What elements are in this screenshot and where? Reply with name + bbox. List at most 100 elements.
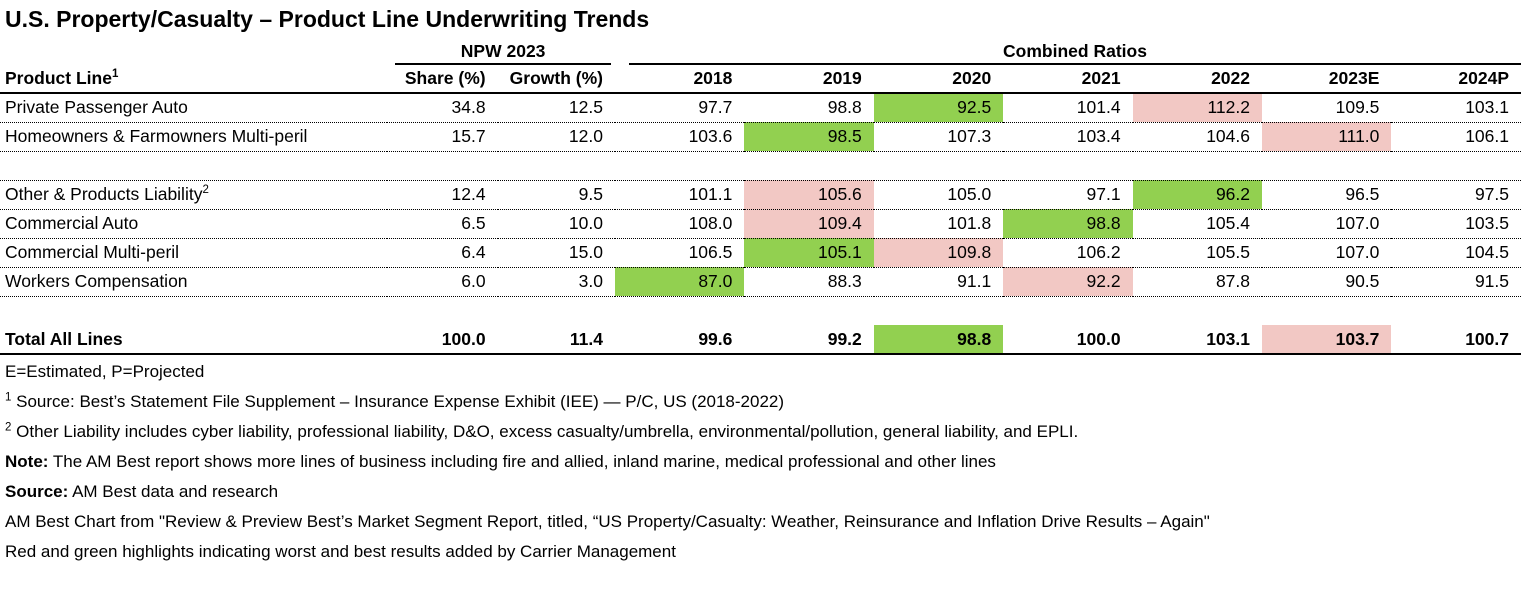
product-line-label: Commercial Multi-peril [5,242,180,262]
column-header-label: Growth (%) [509,68,603,88]
value-cell: 12.0 [497,122,615,152]
value-cell: 97.1 [1003,180,1133,210]
column-header-label: 2022 [1211,68,1250,88]
value-cell: 9.5 [497,180,615,210]
column-header: 2024P [1391,65,1521,94]
value-cell: 107.0 [1262,209,1392,239]
value-cell-worst-highlight: 109.4 [744,209,874,239]
value-cell: 106.5 [614,238,745,268]
product-line-cell: Private Passenger Auto [0,93,388,123]
value-cell: 105.5 [1132,238,1262,268]
table-row: Homeowners & Farmowners Multi-peril 15.7 1… [0,122,1521,152]
column-header-label: 2019 [822,68,862,88]
product-line-cell: Total All Lines [0,325,388,355]
value-cell: 103.6 [614,122,745,152]
value-cell: 103.1 [1132,325,1262,355]
table-body: Private Passenger Auto 34.8 12.5 97.7 98.8 92… [0,93,1521,355]
value-cell-worst-highlight: 112.2 [1132,93,1262,123]
value-cell: 34.8 [387,93,498,123]
value-cell: 101.8 [873,209,1004,239]
group-header-spacer [0,39,387,65]
value-cell: 15.7 [387,122,498,152]
footnote-marker: 2 [5,421,12,434]
table-row: Workers Compensation 6.0 3.0 87.0 88.3 91.1 92… [0,267,1521,297]
value-cell-best-highlight: 98.8 [1003,209,1133,239]
value-cell-best-highlight: 96.2 [1132,180,1262,210]
value-cell: 3.0 [497,267,615,297]
table-row: Private Passenger Auto 34.8 12.5 97.7 98.8 92… [0,93,1521,123]
value-cell: 104.5 [1391,238,1521,268]
product-line-cell: Commercial Multi-peril [0,238,388,268]
footnote-line: Note: The AM Best report shows more line… [5,452,996,471]
value-cell: 6.4 [387,238,498,268]
footnote-line: 1 Source: Best’s Statement File Suppleme… [5,391,785,411]
product-line-cell: Commercial Auto [0,209,388,239]
footnote-line: E=Estimated, P=Projected [5,362,205,381]
footnote-line: 2 Other Liability includes cyber liabili… [5,421,1079,441]
value-cell-best-highlight: 98.8 [873,325,1004,355]
value-cell: 108.0 [614,209,745,239]
column-header: 2020 [873,65,1004,94]
value-cell-best-highlight: 98.5 [744,122,874,152]
page: U.S. Property/Casualty – Product Line Un… [0,6,1521,561]
footnote-line: Source: AM Best data and research [5,482,279,501]
combined-ratios-group-header: Combined Ratios [615,39,1521,65]
footnote-bold-prefix: Note: [5,452,49,471]
spacer-row [0,151,1521,181]
value-cell: 107.0 [1262,238,1392,268]
combined-ratios-group-label: Combined Ratios [628,41,1521,65]
product-line-column-header: Product Line1 [0,65,388,94]
product-line-label: Total All Lines [5,328,123,349]
spacer-cell [0,151,1521,181]
group-header-row: NPW 2023 Combined Ratios [0,39,1521,65]
value-cell: 103.1 [1391,93,1521,123]
product-line-cell: Workers Compensation [0,267,388,297]
value-cell: 101.1 [614,180,745,210]
value-cell: 91.5 [1391,267,1521,297]
column-header-label: 2021 [1081,68,1121,88]
value-cell: 104.6 [1132,122,1262,152]
value-cell: 105.0 [873,180,1004,210]
value-cell: 99.2 [744,325,874,355]
value-cell: 97.5 [1391,180,1521,210]
column-header-label: Product Line [5,68,112,88]
column-header: 2022 [1132,65,1262,94]
product-line-label: Other & Products Liability [5,184,203,204]
column-header: 2021 [1003,65,1133,94]
value-cell: 107.3 [873,122,1004,152]
value-cell: 12.4 [387,180,498,210]
value-cell-worst-highlight: 109.8 [873,238,1004,268]
value-cell: 109.5 [1262,93,1392,123]
value-cell: 105.4 [1132,209,1262,239]
value-cell: 100.0 [387,325,498,355]
value-cell-worst-highlight: 111.0 [1262,122,1392,152]
value-cell: 96.5 [1262,180,1392,210]
table-row: Commercial Multi-peril 6.4 15.0 106.5 105.1 1… [0,238,1521,268]
value-cell-best-highlight: 105.1 [744,238,874,268]
footnote-bold-prefix: Source: [5,482,69,501]
footnote-marker: 1 [111,68,119,81]
value-cell: 12.5 [497,93,615,123]
value-cell-worst-highlight: 105.6 [744,180,874,210]
footnote-marker: 1 [5,391,12,404]
value-cell: 101.4 [1003,93,1133,123]
product-line-label: Workers Compensation [5,271,188,291]
product-line-cell: Other & Products Liability2 [0,180,388,210]
value-cell: 100.7 [1391,325,1521,355]
value-cell-worst-highlight: 103.7 [1262,325,1392,355]
spacer-cell [0,296,1521,325]
value-cell: 106.2 [1003,238,1133,268]
value-cell: 100.0 [1003,325,1133,355]
column-header: 2019 [744,65,874,94]
value-cell: 98.8 [744,93,874,123]
value-cell: 11.4 [497,325,615,355]
product-line-label: Commercial Auto [5,213,139,233]
column-header: 2023E [1262,65,1392,94]
column-header: Growth (%) [497,65,615,94]
value-cell: 97.7 [614,93,745,123]
value-cell: 103.5 [1391,209,1521,239]
value-cell: 91.1 [873,267,1004,297]
npw-group-label: NPW 2023 [395,41,611,65]
column-header-label: 2024P [1458,68,1509,88]
table-row: Other & Products Liability2 12.4 9.5 101.1 1… [0,180,1521,210]
